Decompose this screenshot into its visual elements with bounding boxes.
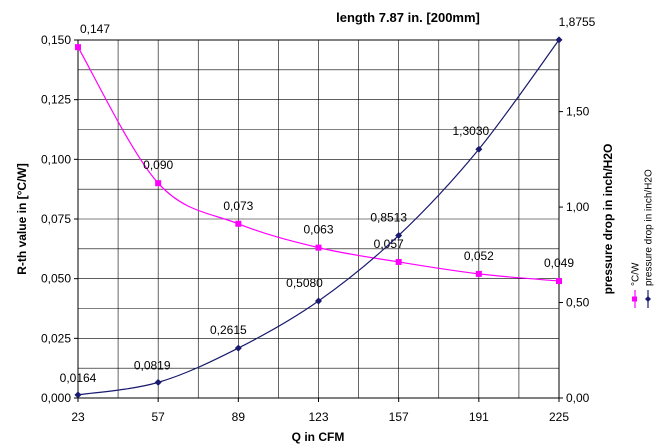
legend-rth-label: °C/W bbox=[631, 262, 642, 286]
y-axis-title: R-th value in [°C/W] bbox=[15, 163, 29, 274]
data-label: 1,3030 bbox=[452, 124, 489, 138]
x-axis: 23 57 89 123 157 191 225 bbox=[71, 398, 569, 424]
data-point bbox=[75, 44, 81, 51]
data-label: 0,0164 bbox=[60, 371, 97, 385]
data-label: 0,8513 bbox=[370, 210, 407, 224]
data-point bbox=[395, 258, 402, 265]
x-tick-label: 123 bbox=[308, 410, 328, 424]
x-tick-label: 23 bbox=[71, 410, 85, 424]
chart-title: length 7.87 in. [200mm] bbox=[336, 10, 480, 25]
y2-axis: 0,00 0,50 1,00 1,50 bbox=[559, 105, 590, 405]
grid bbox=[77, 39, 560, 399]
data-label: 0,147 bbox=[80, 22, 110, 36]
data-label: 1,8755 bbox=[559, 15, 596, 29]
data-label: 0,052 bbox=[464, 249, 494, 263]
data-label: 0,5080 bbox=[286, 276, 323, 290]
legend-pressure-label: pressure drop in inch/H2O bbox=[644, 169, 655, 286]
data-point bbox=[475, 145, 483, 153]
data-point bbox=[315, 244, 322, 251]
y2-tick-label: 0,50 bbox=[566, 296, 590, 310]
data-point bbox=[155, 180, 162, 187]
data-label: 0,090 bbox=[143, 158, 173, 172]
x-tick-label: 89 bbox=[232, 410, 246, 424]
y2-tick-label: 1,50 bbox=[566, 105, 590, 119]
y-tick-label: 0,000 bbox=[41, 391, 71, 405]
series-layer: 0,1470,0900,0730,0630,0570,0520,0490,016… bbox=[60, 15, 596, 399]
y-axis: 0,000 0,025 0,050 0,075 0,100 0,125 0,150 bbox=[41, 33, 78, 405]
data-point bbox=[395, 231, 403, 239]
data-point bbox=[556, 278, 562, 285]
x-tick-label: 157 bbox=[389, 410, 409, 424]
data-point bbox=[74, 391, 82, 399]
legend: °C/W pressure drop in inch/H2O bbox=[631, 169, 655, 308]
y2-tick-label: 1,00 bbox=[566, 200, 590, 214]
data-label: 0,073 bbox=[223, 199, 253, 213]
series-pressure-drop: 0,0164 0,0819 0,2615 0,5080 0,8513 1,3030 1,87… bbox=[60, 15, 596, 399]
data-point bbox=[475, 270, 482, 277]
legend-rth-marker bbox=[632, 296, 637, 302]
data-label: 0,049 bbox=[544, 256, 574, 270]
data-point bbox=[555, 36, 563, 44]
y-tick-label: 0,025 bbox=[41, 331, 71, 345]
y2-tick-label: 0,00 bbox=[566, 391, 590, 405]
y-tick-label: 0,150 bbox=[41, 33, 71, 47]
y-tick-label: 0,100 bbox=[41, 152, 71, 166]
legend-pressure-marker bbox=[645, 296, 651, 302]
x-tick-label: 57 bbox=[151, 410, 165, 424]
data-label: 0,2615 bbox=[210, 323, 247, 337]
data-point bbox=[315, 297, 322, 305]
y-tick-label: 0,075 bbox=[41, 212, 71, 226]
data-label: 0,063 bbox=[303, 223, 333, 237]
data-point bbox=[234, 344, 242, 352]
data-label: 0,0819 bbox=[134, 358, 171, 372]
y-tick-label: 0,125 bbox=[41, 93, 71, 107]
y2-axis-title: pressure drop in inch/H2O bbox=[601, 144, 615, 295]
data-point bbox=[154, 378, 162, 386]
x-tick-label: 191 bbox=[469, 410, 489, 424]
y-tick-label: 0,050 bbox=[41, 272, 71, 286]
x-axis-title: Q in CFM bbox=[292, 430, 345, 444]
x-tick-label: 225 bbox=[549, 410, 569, 424]
data-point bbox=[235, 220, 242, 227]
